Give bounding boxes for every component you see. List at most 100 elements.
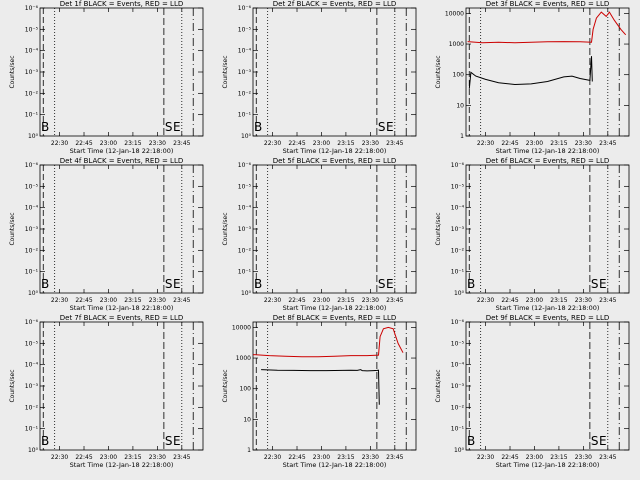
y-axis-label: Counts/sec: [435, 212, 442, 245]
x-axis-label: Start Time (12-Jan-18 22:18:00): [283, 304, 387, 312]
y-axis-label: Counts/sec: [222, 212, 229, 245]
x-tick-label: 22:30: [477, 454, 494, 461]
detector-panel-1: Det 1f BLACK = Events, RED = LLD 10⁰ 10⁻¹ 1…: [9, 0, 204, 155]
x-axis-label: Start Time (12-Jan-18 22:18:00): [70, 461, 174, 469]
x-tick-label: 23:00: [100, 297, 117, 304]
y-tick-label: 1: [247, 447, 251, 454]
y-tick-label: 10⁻⁶: [25, 5, 39, 12]
x-tick-label: 22:45: [501, 454, 518, 461]
y-tick-label: 10⁻⁴: [25, 48, 39, 55]
y-tick-label: 10⁻²: [451, 247, 465, 254]
x-tick-label: 23:15: [124, 297, 141, 304]
y-tick-label: 10⁻²: [25, 404, 39, 411]
x-tick-label: 23:30: [575, 140, 592, 147]
y-tick-label: 1: [460, 133, 464, 140]
start-marker-label: S: [378, 277, 386, 291]
y-axis-label: Counts/sec: [222, 55, 229, 88]
end-marker-label: E: [386, 120, 394, 134]
panel-title: Det 7f BLACK = Events, RED = LLD: [60, 314, 183, 322]
x-tick-label: 23:45: [173, 454, 190, 461]
x-tick-label: 23:00: [313, 140, 330, 147]
y-tick-label: 10⁻⁴: [238, 205, 252, 212]
y-axis-label: Counts/sec: [9, 212, 16, 245]
b-marker-label: B: [467, 434, 475, 448]
end-marker-label: E: [173, 277, 181, 291]
b-marker-label: B: [467, 277, 475, 291]
x-tick-label: 23:15: [550, 297, 567, 304]
y-tick-label: 10⁻⁶: [238, 162, 252, 169]
plot-frame: [465, 7, 630, 137]
detector-panel-2: Det 2f BLACK = Events, RED = LLD 10⁰ 10⁻¹ 1…: [222, 0, 417, 155]
start-marker-label: S: [165, 434, 173, 448]
x-tick-label: 22:30: [477, 297, 494, 304]
x-tick-label: 23:00: [526, 297, 543, 304]
x-tick-label: 23:30: [575, 454, 592, 461]
x-tick-label: 22:45: [288, 297, 305, 304]
plot-frame: [465, 164, 630, 294]
y-tick-label: 10⁻⁵: [25, 340, 39, 347]
plot-frame: [465, 321, 630, 451]
x-tick-label: 23:15: [550, 454, 567, 461]
y-axis-label: Counts/sec: [9, 369, 16, 402]
y-tick-label: 10: [456, 102, 464, 109]
x-tick-label: 22:30: [477, 140, 494, 147]
x-axis-label: Start Time (12-Jan-18 22:18:00): [283, 461, 387, 469]
plot-frame: [39, 164, 204, 294]
series-line-lld: [467, 11, 627, 44]
x-tick-label: 23:00: [526, 140, 543, 147]
b-marker-label: B: [254, 277, 262, 291]
y-tick-label: 10⁻¹: [25, 269, 39, 276]
y-tick-label: 10⁻⁴: [451, 205, 465, 212]
detector-panel-9: Det 9f BLACK = Events, RED = LLD 10⁰ 10⁻¹ 1…: [435, 314, 630, 469]
end-marker-label: E: [173, 120, 181, 134]
y-tick-label: 10⁻⁵: [238, 26, 252, 33]
x-tick-label: 23:15: [337, 454, 354, 461]
x-tick-label: 23:30: [575, 297, 592, 304]
y-tick-label: 10⁰: [454, 290, 465, 297]
y-tick-label: 10⁻⁶: [451, 319, 465, 326]
y-tick-label: 10⁻²: [25, 90, 39, 97]
detector-panel-7: Det 7f BLACK = Events, RED = LLD 10⁰ 10⁻¹ 1…: [9, 314, 204, 469]
y-tick-label: 10⁻⁶: [25, 162, 39, 169]
x-axis-label: Start Time (12-Jan-18 22:18:00): [70, 147, 174, 155]
y-tick-label: 10: [243, 416, 251, 423]
y-tick-label: 10⁻³: [238, 226, 252, 233]
panel-title: Det 6f BLACK = Events, RED = LLD: [486, 157, 609, 165]
y-tick-label: 100: [453, 72, 465, 79]
series-line-lld: [252, 326, 404, 358]
x-tick-label: 22:45: [75, 140, 92, 147]
y-tick-label: 1000: [449, 41, 464, 48]
panel-title: Det 4f BLACK = Events, RED = LLD: [60, 157, 183, 165]
y-tick-label: 10⁻²: [238, 90, 252, 97]
y-tick-label: 10⁰: [241, 290, 252, 297]
plot-frame: [39, 321, 204, 451]
y-axis-label: Counts/sec: [435, 55, 442, 88]
y-tick-label: 10⁰: [28, 447, 39, 454]
y-tick-label: 10⁰: [28, 290, 39, 297]
x-tick-label: 22:45: [501, 297, 518, 304]
x-tick-label: 23:45: [173, 297, 190, 304]
x-tick-label: 23:45: [386, 454, 403, 461]
detector-panel-8: Det 8f BLACK = Events, RED = LLD 1 10 100 10…: [222, 314, 417, 469]
y-tick-label: 10⁻¹: [238, 269, 252, 276]
detector-panel-6: Det 6f BLACK = Events, RED = LLD 10⁰ 10⁻¹ 1…: [435, 157, 630, 312]
end-marker-label: E: [173, 434, 181, 448]
y-tick-label: 10⁻⁶: [238, 5, 252, 12]
y-tick-label: 100: [240, 386, 252, 393]
y-tick-label: 10⁻³: [238, 69, 252, 76]
end-marker-label: E: [599, 277, 607, 291]
start-marker-label: S: [591, 277, 599, 291]
x-tick-label: 22:45: [288, 140, 305, 147]
x-tick-label: 23:45: [173, 140, 190, 147]
x-tick-label: 23:30: [362, 454, 379, 461]
detector-panel-3: Det 3f BLACK = Events, RED = LLD 1 10 100 10…: [435, 0, 630, 155]
panel-title: Det 1f BLACK = Events, RED = LLD: [60, 0, 183, 8]
x-axis-label: Start Time (12-Jan-18 22:18:00): [283, 147, 387, 155]
x-tick-label: 22:45: [75, 297, 92, 304]
x-axis-label: Start Time (12-Jan-18 22:18:00): [70, 304, 174, 312]
start-marker-label: S: [165, 120, 173, 134]
x-tick-label: 22:30: [264, 297, 281, 304]
series-line-events: [261, 369, 380, 405]
panel-title: Det 5f BLACK = Events, RED = LLD: [273, 157, 396, 165]
